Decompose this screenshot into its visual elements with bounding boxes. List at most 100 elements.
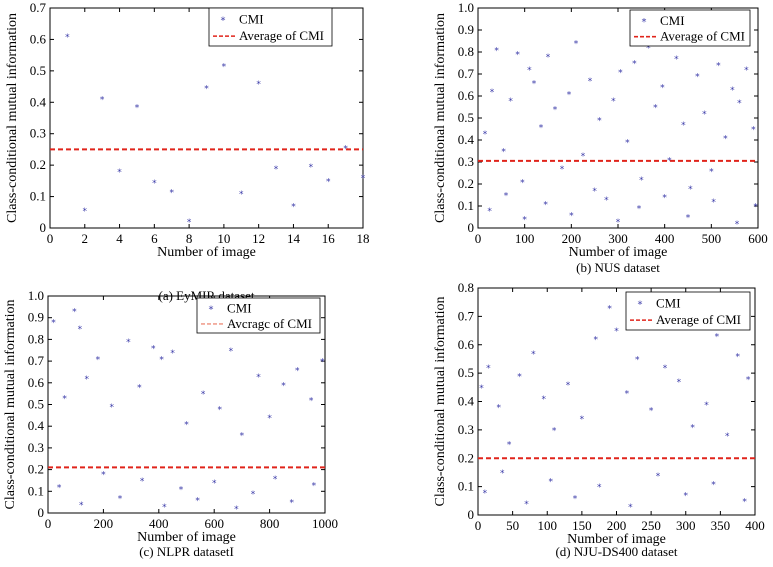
- y-tick-label: 0.7: [28, 353, 45, 368]
- x-tick-label: 0: [47, 231, 54, 246]
- data-point: *: [483, 489, 488, 499]
- data-point: *: [553, 106, 558, 116]
- legend-box: [208, 7, 333, 47]
- chart-panel: 0 100 200 300 400 500 600 0 0.1 0.2 0.3 0.4 0.5 0.6 0.…: [433, 0, 768, 275]
- data-point: *: [628, 503, 633, 513]
- data-point: *: [604, 196, 609, 206]
- data-point: *: [256, 80, 261, 90]
- data-point: *: [527, 66, 532, 76]
- data-point: *: [195, 496, 200, 506]
- data-point: *: [715, 333, 720, 343]
- data-point: *: [543, 200, 548, 210]
- panel-caption: (b) NUS dataset: [576, 260, 660, 275]
- y-tick-label: 0.3: [458, 154, 474, 169]
- data-point: *: [162, 503, 167, 513]
- data-point: *: [531, 350, 536, 360]
- y-tick-label: 1.0: [458, 0, 474, 15]
- y-tick-label: 0.1: [458, 479, 474, 494]
- legend-label-cmi: CMI: [656, 295, 681, 310]
- legend-box: [629, 9, 751, 47]
- y-tick-label: 0.5: [458, 110, 474, 125]
- data-point: *: [497, 404, 502, 414]
- x-tick-label: 400: [745, 518, 765, 533]
- y-tick-label: 0.6: [30, 31, 47, 46]
- data-point: *: [135, 104, 140, 114]
- y-tick-label: 0: [40, 220, 47, 235]
- y-tick-label: 0.5: [458, 365, 474, 380]
- data-point: *: [656, 472, 661, 482]
- data-point: *: [592, 187, 597, 197]
- y-tick-label: 0.8: [458, 44, 474, 59]
- data-point: *: [217, 405, 222, 415]
- data-point: *: [100, 96, 105, 106]
- legend-box: [625, 291, 751, 331]
- data-point: *: [702, 110, 707, 120]
- data-point: *: [152, 179, 157, 189]
- data-point: *: [251, 490, 256, 500]
- data-point: *: [566, 381, 571, 391]
- data-point: *: [614, 327, 619, 337]
- x-tick-label: 0: [475, 231, 482, 246]
- data-point: *: [267, 414, 272, 424]
- y-tick-label: 0.8: [458, 280, 474, 295]
- data-point: *: [78, 325, 83, 335]
- data-point: *: [690, 424, 695, 434]
- data-point: *: [588, 77, 593, 87]
- y-tick-label: 0.4: [30, 94, 47, 109]
- legend-marker-cmi: *: [209, 305, 214, 316]
- y-tick-label: 0: [468, 507, 475, 522]
- data-point: *: [117, 168, 122, 178]
- data-point: *: [361, 174, 366, 184]
- data-point: *: [72, 308, 77, 318]
- data-point: *: [611, 97, 616, 107]
- y-tick-label: 0.9: [458, 22, 474, 37]
- data-point: *: [234, 505, 239, 515]
- data-point: *: [735, 353, 740, 363]
- data-point: *: [677, 378, 682, 388]
- data-point: *: [653, 104, 658, 114]
- y-axis-label: Class-conditional mutual information: [433, 297, 448, 507]
- data-point: *: [494, 46, 499, 56]
- data-point: *: [326, 177, 331, 187]
- x-tick-label: 6: [151, 231, 158, 246]
- x-tick-label: 12: [252, 231, 265, 246]
- x-tick-label: 18: [357, 231, 370, 246]
- data-point: *: [273, 475, 278, 485]
- data-point: *: [637, 205, 642, 215]
- data-point: *: [674, 55, 679, 65]
- data-point: *: [508, 97, 513, 107]
- data-point: *: [309, 397, 314, 407]
- x-tick-label: 350: [711, 518, 731, 533]
- data-point: *: [291, 203, 296, 213]
- x-tick-label: 14: [287, 231, 301, 246]
- x-tick-label: 0: [475, 518, 482, 533]
- data-point: *: [507, 441, 512, 451]
- x-tick-label: 16: [322, 231, 336, 246]
- data-point: *: [723, 134, 728, 144]
- data-point: *: [295, 366, 300, 376]
- panel-caption: (c) NLPR datasetI: [139, 544, 234, 559]
- x-tick-label: 0: [45, 516, 52, 531]
- x-tick-label: 300: [676, 518, 696, 533]
- x-axis-label: Number of image: [567, 532, 666, 547]
- y-tick-label: 0.4: [458, 394, 475, 409]
- data-point: *: [552, 426, 557, 436]
- data-point: *: [65, 33, 70, 43]
- x-tick-label: 200: [94, 516, 114, 531]
- data-point: *: [179, 486, 184, 496]
- data-point: *: [520, 178, 525, 188]
- data-point: *: [560, 165, 565, 175]
- data-point: *: [483, 130, 488, 140]
- data-point: *: [646, 44, 651, 54]
- data-point: *: [85, 375, 90, 385]
- x-axis-label: Number of image: [137, 530, 236, 545]
- data-point: *: [515, 51, 520, 61]
- y-tick-label: 0: [468, 220, 475, 235]
- panel-caption: (d) NJU-DS400 dataset: [555, 544, 677, 559]
- data-point: *: [517, 372, 522, 382]
- data-point: *: [597, 483, 602, 493]
- data-point: *: [320, 358, 325, 368]
- data-point: *: [660, 84, 665, 94]
- x-tick-label: 400: [655, 231, 675, 246]
